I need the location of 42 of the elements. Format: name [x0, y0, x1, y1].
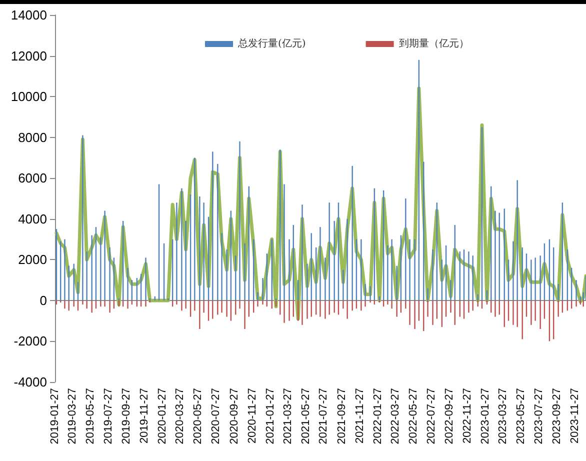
x-tick-label: 2019-01-27	[49, 388, 61, 444]
x-tick-label: 2019-07-27	[102, 388, 114, 444]
y-tick-label: -2000	[14, 334, 47, 349]
x-tick-label: 2023-03-27	[496, 388, 509, 444]
x-tick-label: 2022-05-27	[407, 388, 420, 444]
x-tick-label: 2019-09-27	[120, 388, 133, 444]
x-tick-label: 2022-03-27	[389, 388, 402, 444]
y-tick-label: 12000	[10, 48, 47, 64]
x-tick-label: 2020-09-27	[228, 388, 240, 444]
x-tick-label: 2020-11-27	[246, 388, 258, 444]
legend-label: 总发行量(亿元)	[237, 38, 306, 50]
y-tick-label: 8000	[18, 130, 47, 145]
y-tick-label: 14000	[10, 8, 47, 22]
x-tick-label: 2020-07-27	[210, 388, 222, 444]
x-tick-label: 2022-09-27	[444, 388, 456, 444]
y-tick-label: -4000	[14, 374, 47, 390]
y-tick-label: 0	[40, 292, 47, 308]
x-tick-label: 2020-05-27	[192, 388, 204, 444]
x-tick-label: 2021-01-27	[264, 388, 276, 444]
x-tick-label: 2022-07-27	[425, 388, 438, 444]
x-tick-label: 2022-11-27	[462, 388, 474, 444]
x-tick-label: 2023-01-27	[480, 388, 492, 444]
x-tick-label: 2021-09-27	[336, 388, 348, 444]
x-tick-label: 2019-03-27	[66, 388, 78, 444]
x-tick-label: 2021-05-27	[300, 388, 312, 444]
x-tick-label: 2023-11-27	[569, 388, 582, 444]
x-tick-label: 2019-05-27	[84, 388, 96, 444]
y-tick-label: 10000	[10, 89, 47, 104]
y-tick-label: 4000	[18, 211, 47, 226]
x-tick-label: 2021-11-27	[354, 388, 366, 444]
x-tick-label: 2020-01-27	[156, 388, 169, 444]
x-tick-label: 2020-03-27	[174, 388, 186, 444]
x-tick-label: 2021-07-27	[318, 388, 330, 444]
x-tick-label: 2019-11-27	[138, 388, 151, 444]
x-tick-label: 2021-03-27	[282, 388, 294, 444]
y-tick-label: 2000	[18, 252, 47, 268]
legend-label: 到期量（亿元）	[398, 38, 469, 50]
x-tick-label: 2022-01-27	[372, 388, 384, 444]
y-tick-label: 6000	[18, 170, 47, 186]
x-tick-label: 2023-05-27	[514, 388, 527, 444]
x-tick-label: 2023-07-27	[532, 388, 545, 444]
x-tick-label: 2023-09-27	[551, 388, 564, 444]
